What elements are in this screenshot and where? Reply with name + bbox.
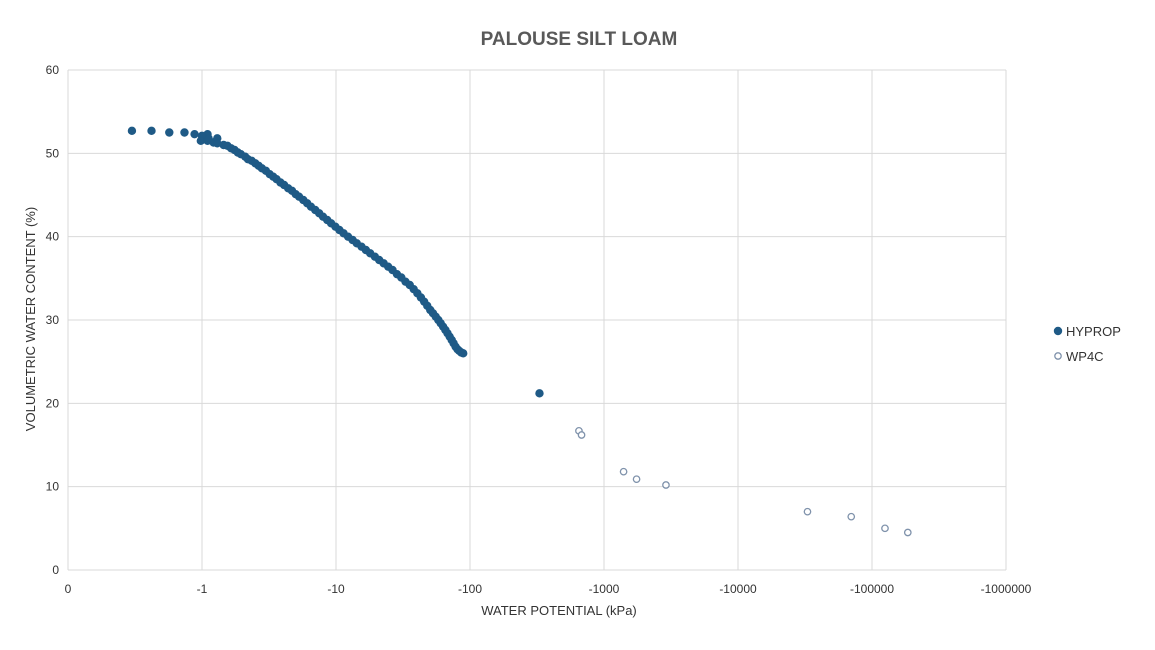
- y-tick-label: 50: [46, 146, 60, 160]
- y-tick-label: 30: [46, 313, 60, 327]
- x-tick-label: -100: [458, 582, 482, 596]
- data-point-wp4c: [662, 481, 670, 489]
- y-tick-label: 20: [46, 396, 60, 410]
- data-point-wp4c: [903, 528, 912, 537]
- data-point-hyprop: [147, 126, 156, 136]
- data-point-hyprop: [180, 128, 189, 137]
- y-axis-ticks: 0 10 20 30 40 50 60: [46, 63, 60, 577]
- legend-label: HYPROP: [1066, 324, 1121, 339]
- y-axis-label: VOLUMETRIC WATER CONTENT (%): [23, 207, 38, 431]
- data-point-wp4c: [619, 467, 628, 476]
- x-tick-label: -100000: [850, 582, 894, 596]
- data-point-wp4c: [881, 524, 889, 533]
- x-tick-label: -10: [327, 582, 345, 596]
- x-tick-label: -1000000: [981, 582, 1032, 596]
- data-points: [127, 126, 912, 537]
- chart-title: PALOUSE SILT LOAM: [481, 29, 678, 50]
- legend-marker-wp4c: [1054, 352, 1062, 360]
- y-tick-label: 60: [46, 63, 60, 77]
- data-point-wp4c: [577, 431, 586, 439]
- legend: HYPROP WP4C: [1053, 324, 1121, 364]
- y-tick-label: 40: [46, 230, 60, 244]
- data-point-hyprop: [165, 128, 174, 137]
- data-point-hyprop: [127, 126, 137, 136]
- y-tick-label: 10: [46, 480, 60, 494]
- x-tick-label: 0: [65, 582, 72, 596]
- data-point-hyprop: [459, 349, 468, 358]
- data-point-hyprop: [535, 389, 544, 398]
- legend-label: WP4C: [1066, 349, 1104, 364]
- legend-marker-hyprop: [1053, 326, 1063, 336]
- data-point-wp4c: [847, 512, 856, 521]
- y-tick-label: 0: [52, 563, 59, 577]
- grid: [67, 69, 1007, 571]
- x-tick-label: -1: [197, 582, 208, 596]
- data-point-wp4c: [632, 475, 641, 484]
- x-axis-label: WATER POTENTIAL (kPa): [481, 603, 637, 618]
- x-tick-label: -10000: [719, 582, 757, 596]
- data-point-wp4c: [803, 507, 812, 516]
- data-point-hyprop: [190, 129, 199, 139]
- x-axis-ticks: 0 -1 -10 -100 -1000 -10000 -100000 -1000000: [65, 582, 1032, 596]
- x-tick-label: -1000: [589, 582, 620, 596]
